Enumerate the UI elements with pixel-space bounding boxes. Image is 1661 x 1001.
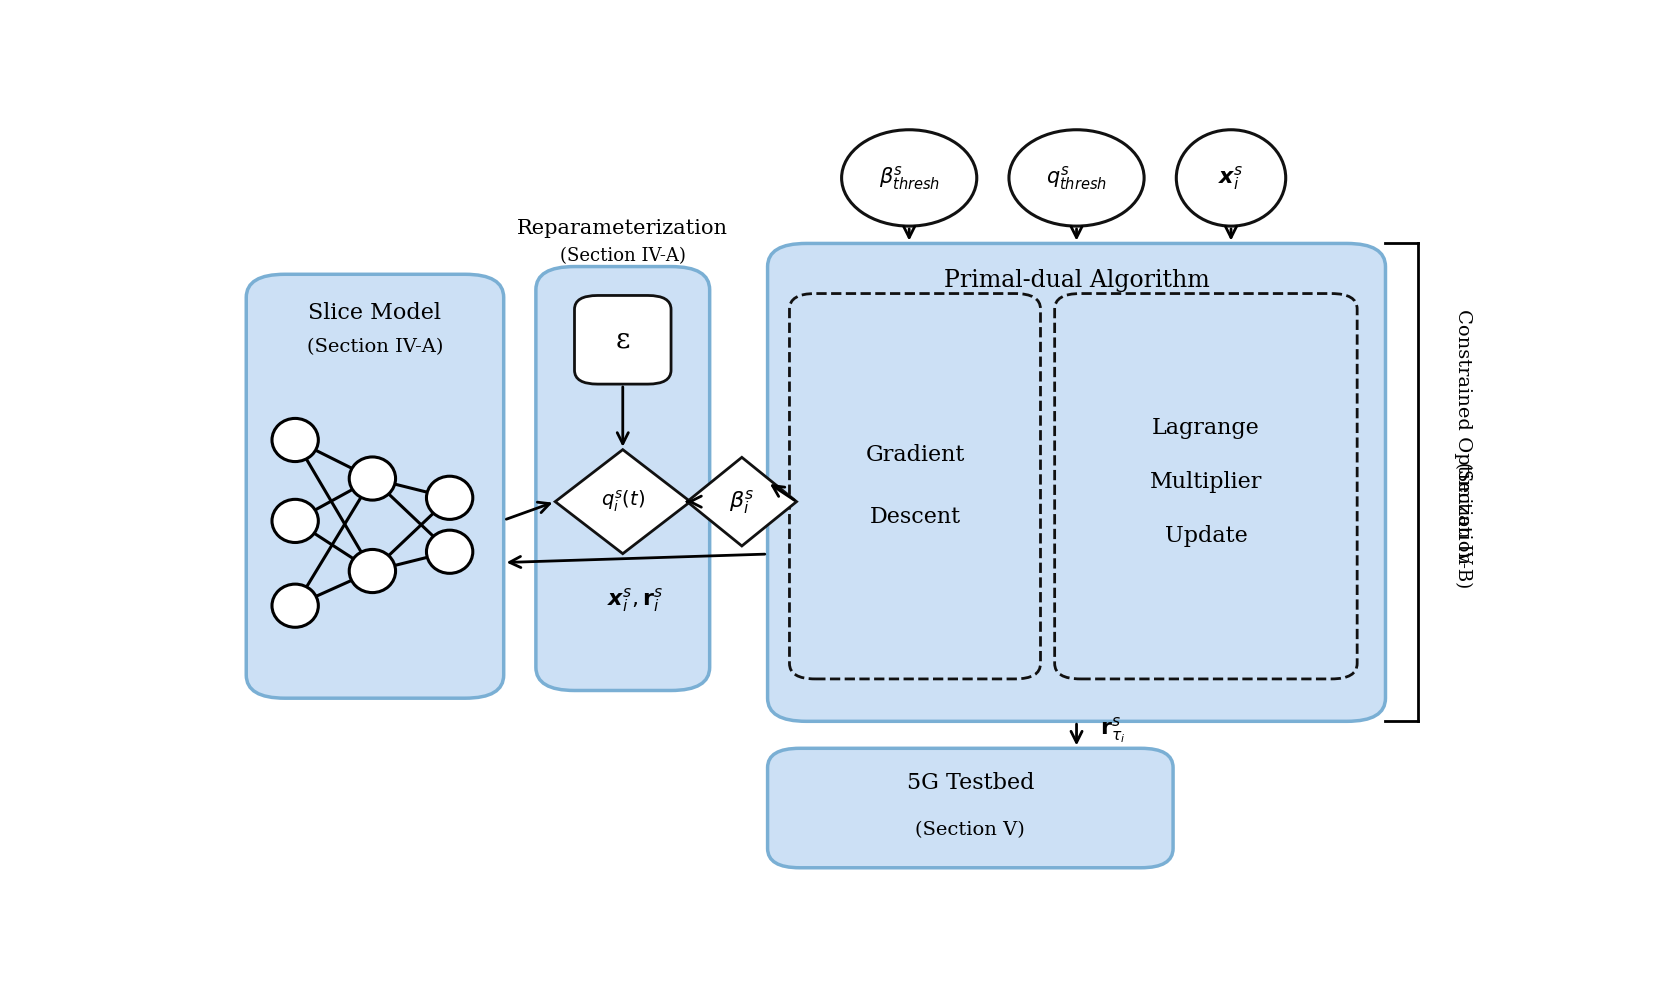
Polygon shape: [555, 449, 691, 554]
Text: $\boldsymbol{x}_i^s$: $\boldsymbol{x}_i^s$: [1219, 164, 1244, 192]
Text: Reparameterization: Reparameterization: [517, 218, 728, 237]
Ellipse shape: [349, 456, 395, 500]
Text: (Section IV-B): (Section IV-B): [1453, 461, 1472, 588]
Text: $\mathbf{r}_{\tau_i}^s$: $\mathbf{r}_{\tau_i}^s$: [1100, 716, 1126, 746]
Text: Primal-dual Algorithm: Primal-dual Algorithm: [943, 269, 1209, 292]
Text: $\beta_{thresh}^s$: $\beta_{thresh}^s$: [879, 164, 940, 192]
Ellipse shape: [349, 550, 395, 593]
Ellipse shape: [427, 476, 473, 520]
Ellipse shape: [272, 418, 319, 461]
Text: (Section IV-A): (Section IV-A): [307, 338, 443, 356]
Text: $\boldsymbol{x}_i^s, \mathbf{r}_i^s$: $\boldsymbol{x}_i^s, \mathbf{r}_i^s$: [608, 587, 664, 615]
Text: $q_i^s(t)$: $q_i^s(t)$: [601, 488, 644, 515]
Text: (Section IV-A): (Section IV-A): [560, 247, 686, 265]
Text: Gradient: Gradient: [865, 444, 965, 466]
Text: Descent: Descent: [869, 507, 960, 529]
FancyBboxPatch shape: [767, 749, 1173, 868]
Ellipse shape: [1008, 130, 1144, 226]
FancyBboxPatch shape: [1055, 293, 1357, 679]
Text: Multiplier: Multiplier: [1149, 471, 1262, 493]
FancyBboxPatch shape: [767, 243, 1385, 722]
Text: Update: Update: [1164, 526, 1247, 548]
FancyBboxPatch shape: [789, 293, 1040, 679]
Ellipse shape: [272, 499, 319, 543]
FancyBboxPatch shape: [537, 266, 709, 691]
Text: $q_{thresh}^s$: $q_{thresh}^s$: [1046, 164, 1108, 192]
Text: (Section V): (Section V): [915, 821, 1025, 839]
Ellipse shape: [1176, 130, 1286, 226]
Ellipse shape: [842, 130, 977, 226]
Ellipse shape: [427, 531, 473, 574]
FancyBboxPatch shape: [575, 295, 671, 384]
FancyBboxPatch shape: [246, 274, 503, 699]
Text: Constrained Optimization: Constrained Optimization: [1453, 308, 1472, 564]
Polygon shape: [688, 457, 797, 546]
Text: Lagrange: Lagrange: [1153, 417, 1259, 439]
Text: 5G Testbed: 5G Testbed: [907, 773, 1035, 795]
Text: $\beta_i^s$: $\beta_i^s$: [729, 487, 754, 516]
Text: Slice Model: Slice Model: [309, 302, 442, 323]
Text: ε: ε: [616, 326, 630, 353]
Ellipse shape: [272, 585, 319, 628]
